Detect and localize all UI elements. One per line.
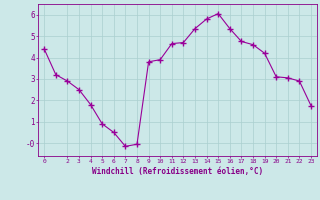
X-axis label: Windchill (Refroidissement éolien,°C): Windchill (Refroidissement éolien,°C) (92, 167, 263, 176)
